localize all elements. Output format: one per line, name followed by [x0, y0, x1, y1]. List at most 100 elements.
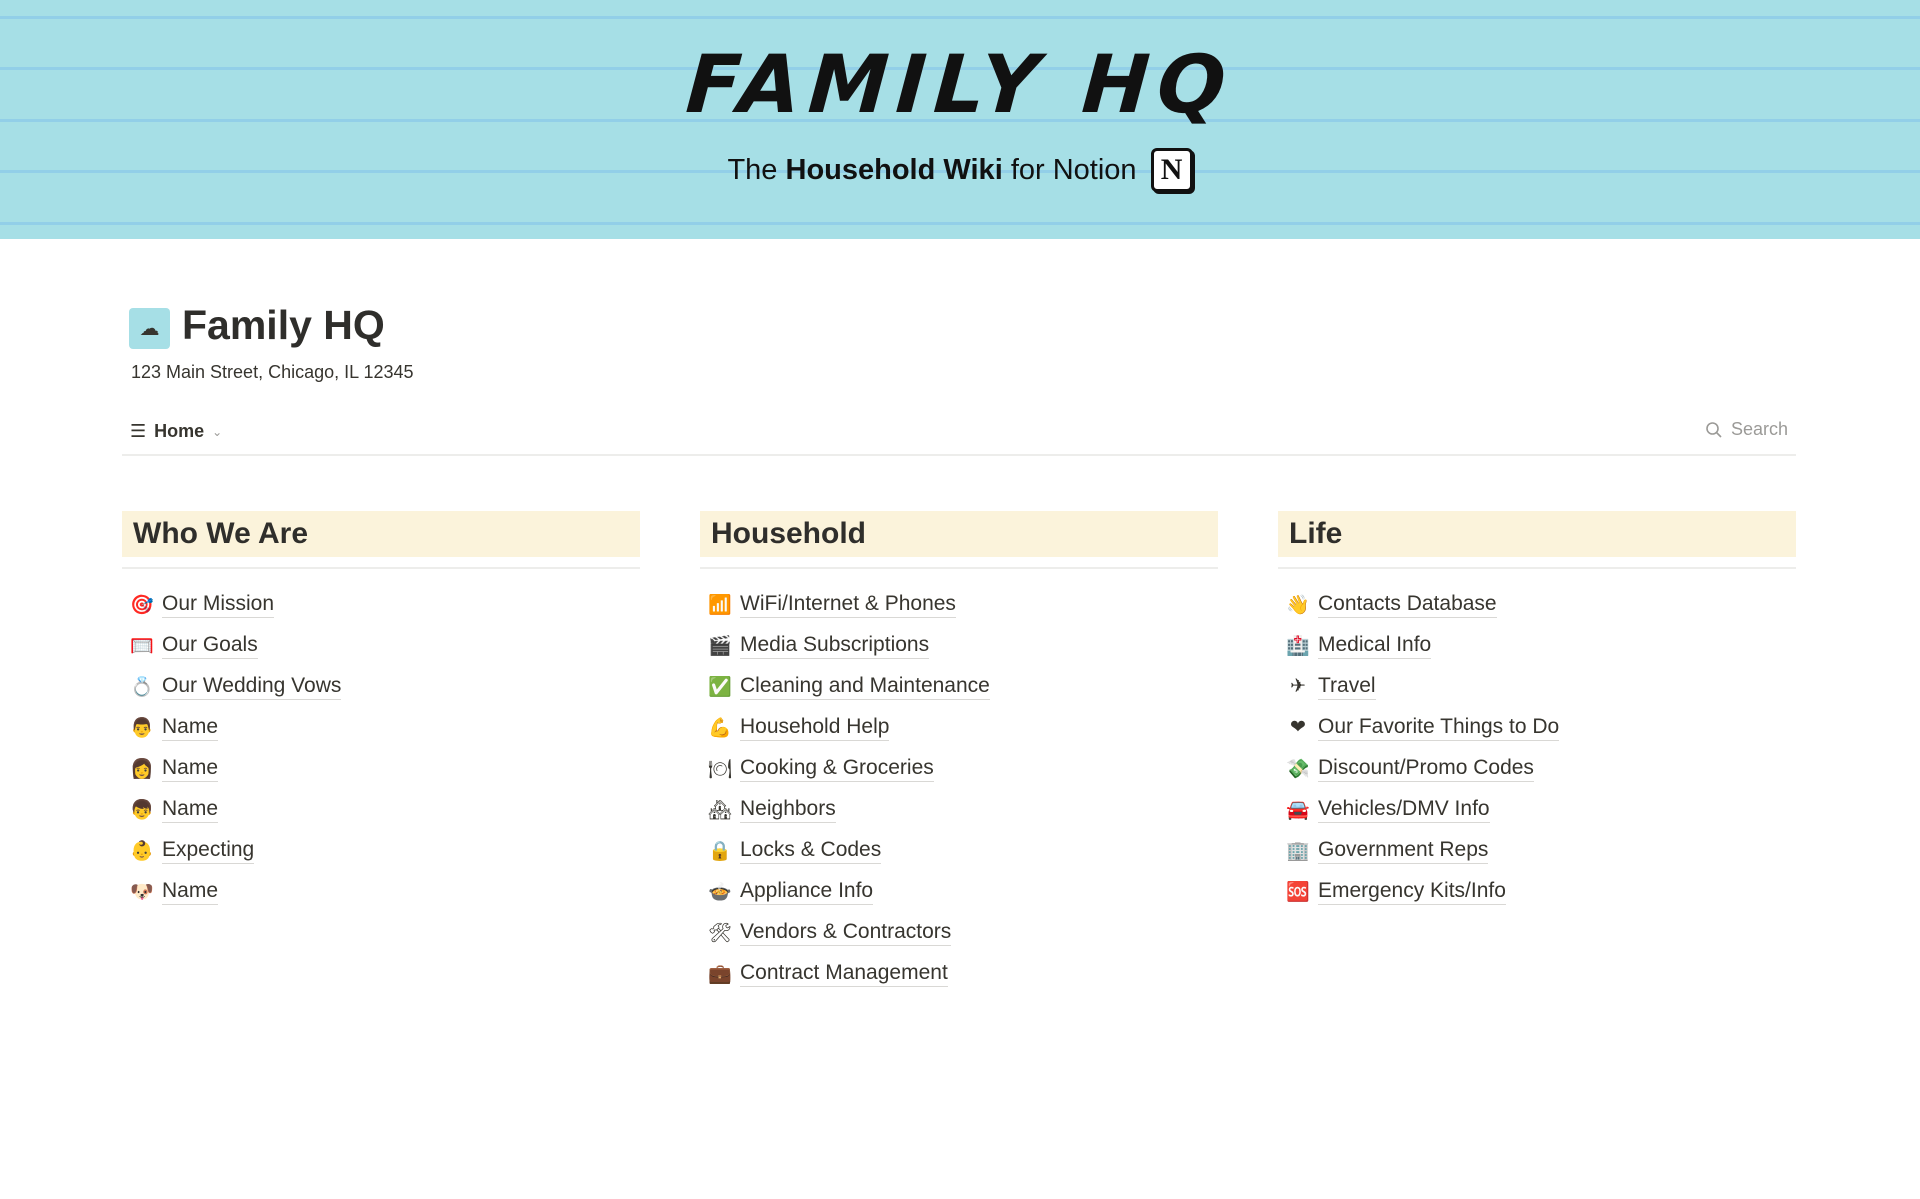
page-link[interactable]: 🎯 Our Mission — [122, 584, 640, 625]
page-link-label[interactable]: Government Reps — [1318, 837, 1489, 864]
page-link-label[interactable]: Name — [162, 878, 219, 905]
page-emoji-icon: 🏢 — [1286, 840, 1310, 862]
page-link[interactable]: 🍲 Appliance Info — [700, 871, 1218, 912]
page-link-label[interactable]: Cleaning and Maintenance — [740, 673, 990, 700]
page-title[interactable]: Family HQ — [182, 302, 385, 348]
page-link-label[interactable]: Name — [162, 796, 219, 823]
page-link-label[interactable]: Expecting — [162, 837, 255, 864]
subtitle-post: for Notion — [1010, 153, 1137, 186]
page-emoji-icon: 🛠 — [708, 922, 733, 944]
page-list: 📶 WiFi/Internet & Phones 🎬 Media Subscripti… — [700, 584, 1218, 994]
page-link[interactable]: 👋 Contacts Database — [1278, 584, 1796, 625]
column-heading: Life — [1278, 511, 1796, 557]
page-emoji-icon: 👶 — [130, 840, 154, 862]
page-emoji-icon: 💍 — [130, 676, 154, 698]
page-link[interactable]: 🥅 Our Goals — [122, 625, 640, 666]
page-link[interactable]: 💼 Contract Management — [700, 953, 1218, 994]
page-link-label[interactable]: Name — [162, 714, 219, 741]
page-emoji-icon: 💼 — [708, 963, 732, 985]
page-link-label[interactable]: Neighbors — [740, 796, 836, 823]
page-list: 🎯 Our Mission 🥅 Our Goals 💍 Our Wedding Vows 👨… — [122, 584, 640, 912]
subtitle-bold: Household Wiki — [785, 153, 1003, 186]
page-link[interactable]: 🏢 Government Reps — [1278, 830, 1796, 871]
page-link[interactable]: 📶 WiFi/Internet & Phones — [700, 584, 1218, 625]
page-emoji-icon: 🍽 — [708, 758, 733, 780]
cover-banner: FAMILY HQ The Household Wiki for Notion … — [0, 0, 1920, 239]
page-emoji-icon: 🎬 — [708, 635, 732, 657]
column-heading: Household — [700, 511, 1218, 557]
page-link[interactable]: 💍 Our Wedding Vows — [122, 666, 640, 707]
page-link-label[interactable]: Travel — [1318, 673, 1376, 700]
page-link[interactable]: 🐶 Name — [122, 871, 640, 912]
page-emoji-icon: 🍲 — [708, 881, 732, 903]
banner-stripe — [0, 67, 1920, 70]
page-emoji-icon: 📶 — [708, 594, 732, 616]
divider — [122, 567, 640, 569]
page-emoji-icon: 🆘 — [1286, 881, 1310, 903]
banner-subtitle: The Household Wiki for Notion N — [0, 148, 1920, 192]
divider — [1278, 567, 1796, 569]
page-link-label[interactable]: Contract Management — [740, 960, 948, 987]
page-emoji-icon: 🥅 — [130, 635, 154, 657]
page-emoji-icon: ✈ — [1290, 676, 1306, 697]
page-link-label[interactable]: Appliance Info — [740, 878, 874, 905]
banner-stripe — [0, 119, 1920, 122]
page-link[interactable]: 🆘 Emergency Kits/Info — [1278, 871, 1796, 912]
page-link-label[interactable]: Contacts Database — [1318, 591, 1497, 618]
column-who-we-are: Who We Are 🎯 Our Mission 🥅 Our Goals 💍 Our Wed… — [122, 511, 640, 912]
page-link[interactable]: 🛠 Vendors & Contractors — [700, 912, 1218, 953]
page-link-label[interactable]: Vendors & Contractors — [740, 919, 952, 946]
page-link-label[interactable]: Vehicles/DMV Info — [1318, 796, 1490, 823]
view-bar: ☰ Home ⌄ Search — [122, 416, 1796, 456]
page-emoji-icon: 🎯 — [130, 594, 154, 616]
page-link[interactable]: 🏥 Medical Info — [1278, 625, 1796, 666]
column-household: Household 📶 WiFi/Internet & Phones 🎬 Media S… — [700, 511, 1218, 994]
page-link[interactable]: 👩 Name — [122, 748, 640, 789]
page-icon[interactable]: ☁ — [129, 308, 170, 349]
page-emoji-icon: 👦 — [130, 799, 154, 821]
page-emoji-icon: 🐶 — [130, 881, 154, 903]
banner-stripe — [0, 170, 1920, 173]
page-link[interactable]: 🚘 Vehicles/DMV Info — [1278, 789, 1796, 830]
page-link[interactable]: 🎬 Media Subscriptions — [700, 625, 1218, 666]
view-label: Home — [154, 421, 205, 441]
list-icon: ☰ — [130, 421, 147, 441]
page-emoji-icon: 🔒 — [708, 840, 732, 862]
page-link[interactable]: 💪 Household Help — [700, 707, 1218, 748]
page-link[interactable]: 🏘 Neighbors — [700, 789, 1218, 830]
page-link-label[interactable]: Our Goals — [162, 632, 258, 659]
page-emoji-icon: 💸 — [1286, 758, 1310, 780]
page-link-label[interactable]: WiFi/Internet & Phones — [740, 591, 956, 618]
view-selector-home[interactable]: ☰ Home ⌄ — [130, 421, 222, 442]
page-link-label[interactable]: Our Favorite Things to Do — [1318, 714, 1560, 741]
page-emoji-icon: 🚘 — [1286, 799, 1310, 821]
page-link[interactable]: ✅ Cleaning and Maintenance — [700, 666, 1218, 707]
page-link[interactable]: 🍽 Cooking & Groceries — [700, 748, 1218, 789]
page-link-label[interactable]: Medical Info — [1318, 632, 1432, 659]
page-address: 123 Main Street, Chicago, IL 12345 — [131, 362, 414, 382]
page-link-label[interactable]: Household Help — [740, 714, 890, 741]
page-list: 👋 Contacts Database 🏥 Medical Info ✈ Travel ❤ O… — [1278, 584, 1796, 912]
page-emoji-icon: ❤ — [1290, 717, 1306, 738]
page-link-label[interactable]: Locks & Codes — [740, 837, 882, 864]
page-link-label[interactable]: Name — [162, 755, 219, 782]
page-link-label[interactable]: Emergency Kits/Info — [1318, 878, 1506, 905]
notion-logo-icon: N — [1150, 148, 1193, 192]
column-life: Life 👋 Contacts Database 🏥 Medical Info ✈ Trav… — [1278, 511, 1796, 912]
page-link[interactable]: ✈ Travel — [1278, 666, 1796, 707]
page-link-label[interactable]: Media Subscriptions — [740, 632, 930, 659]
page-link-label[interactable]: Discount/Promo Codes — [1318, 755, 1534, 782]
page-link[interactable]: 👦 Name — [122, 789, 640, 830]
page-link[interactable]: 👨 Name — [122, 707, 640, 748]
page-link[interactable]: 👶 Expecting — [122, 830, 640, 871]
page-link-label[interactable]: Cooking & Groceries — [740, 755, 934, 782]
page-link[interactable]: 🔒 Locks & Codes — [700, 830, 1218, 871]
page-link-label[interactable]: Our Wedding Vows — [162, 673, 342, 700]
page-link[interactable]: 💸 Discount/Promo Codes — [1278, 748, 1796, 789]
search-button[interactable]: Search — [1705, 419, 1788, 440]
banner-stripe — [0, 222, 1920, 225]
page-link-label[interactable]: Our Mission — [162, 591, 275, 618]
search-label: Search — [1730, 419, 1788, 439]
page-link[interactable]: ❤ Our Favorite Things to Do — [1278, 707, 1796, 748]
page-emoji-icon: 👩 — [130, 758, 154, 780]
